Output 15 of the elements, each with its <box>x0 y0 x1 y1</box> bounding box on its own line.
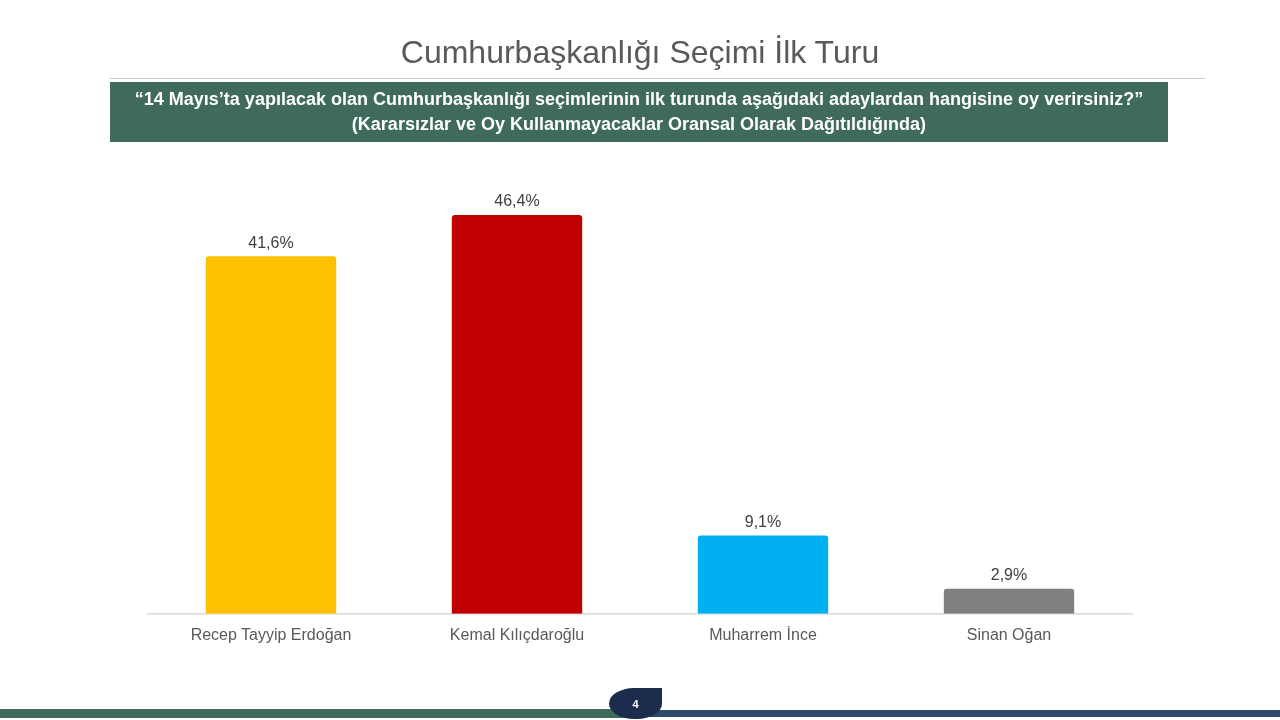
data-label: 2,9% <box>990 566 1028 584</box>
data-label: 41,6% <box>248 233 294 251</box>
x-tick-label: Recep Tayyip Erdoğan <box>190 625 352 643</box>
data-label: 9,1% <box>744 512 782 530</box>
bar <box>451 214 583 614</box>
bar <box>697 535 829 614</box>
chart-title: Cumhurbaşkanlığı Seçimi İlk Turu <box>399 33 881 72</box>
data-label: 46,4% <box>494 192 540 210</box>
page-number-badge: 4 <box>609 688 662 719</box>
bar <box>205 256 337 614</box>
x-tick-label: Sinan Oğan <box>966 625 1052 643</box>
x-tick-label: Muharrem İnce <box>709 624 817 643</box>
x-tick-label: Kemal Kılıçdaroğlu <box>449 625 585 643</box>
chart-subtitle: “14 Mayıs’ta yapılacak olan Cumhurbaşkanlığı seçimlerinin ilk turunda aşağıdaki adaylardan hangisine oy verirsiniz?” (Kararsızlar ve Oy Kullanmayacaklar Oransal Olarak Dağıtıldığında) <box>134 88 1144 136</box>
bar <box>943 588 1075 614</box>
